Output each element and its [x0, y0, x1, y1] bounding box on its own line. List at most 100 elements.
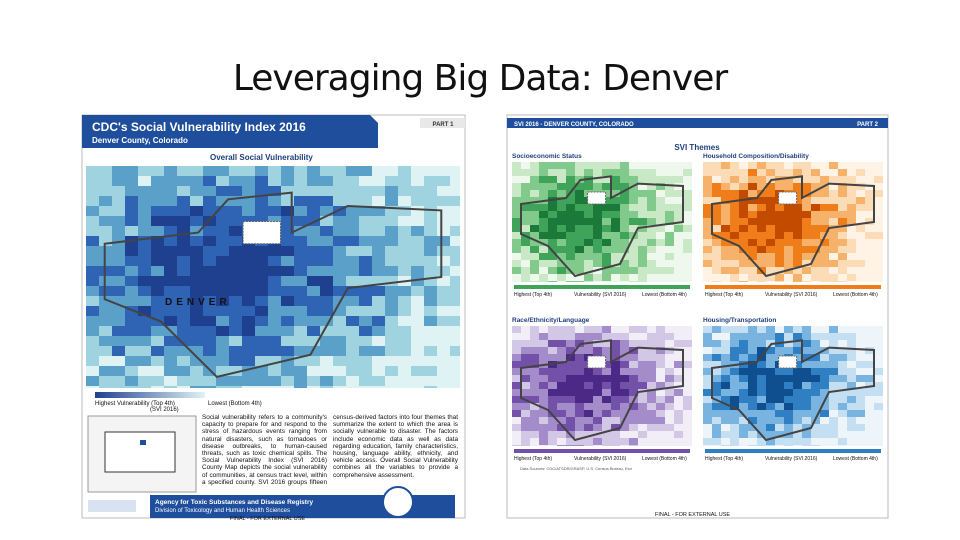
- tract: [112, 236, 125, 246]
- tract: [557, 225, 566, 232]
- tract: [548, 218, 557, 225]
- tract: [838, 361, 847, 368]
- tract: [647, 445, 656, 446]
- tract: [437, 286, 450, 296]
- tract: [638, 281, 647, 282]
- tract: [730, 211, 739, 218]
- tract: [593, 333, 602, 340]
- tract: [721, 211, 730, 218]
- tract: [575, 396, 584, 403]
- tract: [566, 403, 575, 410]
- tract: [629, 417, 638, 424]
- tract: [575, 183, 584, 190]
- tract: [793, 368, 802, 375]
- tract: [811, 438, 820, 445]
- tract: [611, 197, 620, 204]
- tract: [611, 274, 620, 281]
- tract: [703, 162, 712, 169]
- tract: [593, 232, 602, 239]
- tract: [775, 204, 784, 211]
- tract: [856, 382, 865, 389]
- tract: [784, 232, 793, 239]
- tract: [593, 239, 602, 246]
- tract: [629, 253, 638, 260]
- tract: [647, 232, 656, 239]
- tract: [584, 169, 593, 176]
- tract: [521, 204, 530, 211]
- tract: [811, 274, 820, 281]
- tract: [584, 410, 593, 417]
- tract: [424, 356, 437, 366]
- tract: [99, 186, 112, 196]
- atsdr-seal: [382, 486, 414, 518]
- tract: [164, 316, 177, 326]
- tract: [307, 316, 320, 326]
- tract: [793, 253, 802, 260]
- tract: [138, 306, 151, 316]
- tract: [530, 389, 539, 396]
- tract: [255, 316, 268, 326]
- tract: [865, 375, 874, 382]
- tract: [548, 326, 557, 333]
- tract: [638, 326, 647, 333]
- tract: [739, 438, 748, 445]
- tract: [294, 216, 307, 226]
- tract: [730, 410, 739, 417]
- tract: [611, 218, 620, 225]
- tract: [730, 326, 739, 333]
- tract: [674, 445, 683, 446]
- tract: [86, 236, 99, 246]
- tract: [611, 267, 620, 274]
- tract: [712, 218, 721, 225]
- tract: [793, 211, 802, 218]
- tract: [512, 417, 521, 424]
- tract: [125, 346, 138, 356]
- tract: [721, 246, 730, 253]
- tract: [847, 340, 856, 347]
- tract: [424, 266, 437, 276]
- tract: [593, 281, 602, 282]
- tract: [539, 326, 548, 333]
- tract: [346, 196, 359, 206]
- tract: [151, 256, 164, 266]
- description: Social vulnerability refers to a communi…: [202, 414, 458, 486]
- tract: [629, 260, 638, 267]
- tract: [151, 306, 164, 316]
- tract: [584, 211, 593, 218]
- tract: [346, 326, 359, 336]
- tract: [294, 176, 307, 186]
- tract: [629, 389, 638, 396]
- tract: [793, 183, 802, 190]
- tract: [281, 326, 294, 336]
- tract: [281, 376, 294, 386]
- tract: [530, 340, 539, 347]
- tract: [802, 410, 811, 417]
- tract: [602, 260, 611, 267]
- tract: [638, 368, 647, 375]
- tract: [829, 211, 838, 218]
- tract: [656, 340, 665, 347]
- tract: [593, 169, 602, 176]
- tract: [203, 246, 216, 256]
- tract: [512, 347, 521, 354]
- tract: [874, 274, 883, 281]
- tract: [255, 356, 268, 366]
- tract: [190, 366, 203, 376]
- tract: [112, 256, 125, 266]
- tract: [164, 196, 177, 206]
- tract: [575, 326, 584, 333]
- map-title: Overall Social Vulnerability: [210, 153, 313, 162]
- tract: [203, 356, 216, 366]
- tract: [294, 196, 307, 206]
- tract: [656, 347, 665, 354]
- tract: [229, 286, 242, 296]
- tract: [281, 266, 294, 276]
- tract: [530, 417, 539, 424]
- tract: [190, 186, 203, 196]
- tract: [281, 166, 294, 176]
- tract: [242, 276, 255, 286]
- tract: [294, 356, 307, 366]
- tract: [125, 266, 138, 276]
- tract: [638, 225, 647, 232]
